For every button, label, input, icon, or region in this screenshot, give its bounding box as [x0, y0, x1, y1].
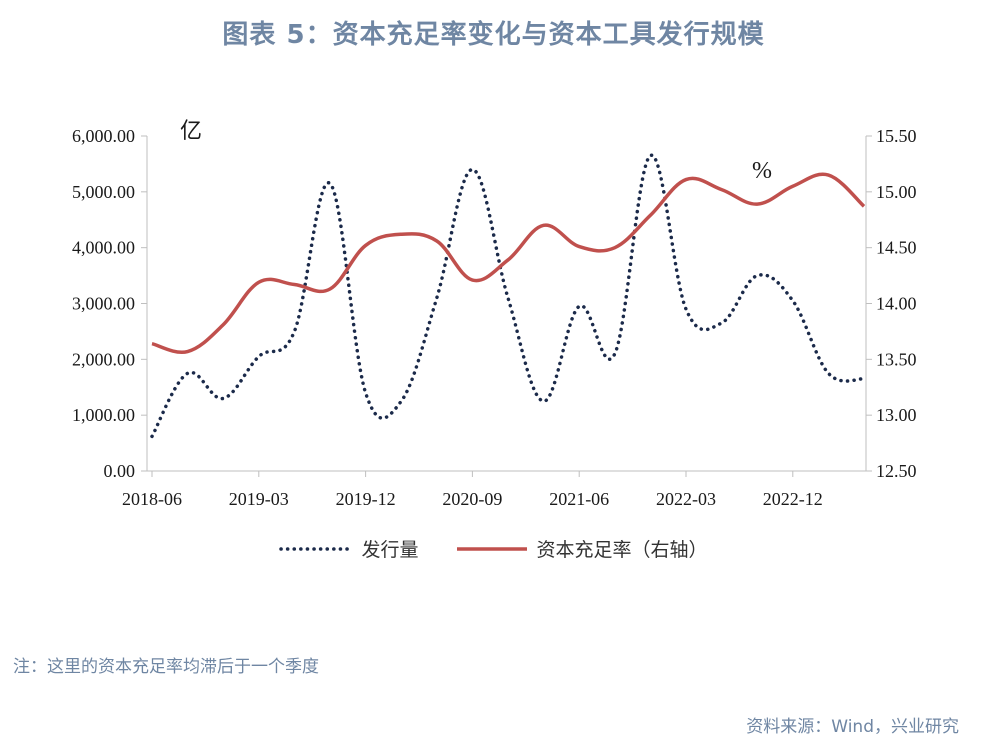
right-tick-label: 13.50: [876, 349, 917, 369]
legend-label-car: 资本充足率（右轴）: [536, 539, 708, 561]
legend-label-issuance: 发行量: [361, 539, 419, 561]
x-tick-label: 2020-09: [442, 489, 502, 509]
source-text: 资料来源：Wind，兴业研究: [746, 717, 959, 737]
x-tick-label: 2019-12: [336, 489, 396, 509]
left-tick-label: 1,000.00: [72, 405, 135, 425]
left-tick-label: 0.00: [104, 461, 136, 481]
legend-dotted-line-icon: [279, 546, 354, 551]
right-tick-label: 13.00: [876, 405, 917, 425]
legend: 发行量 资本充足率（右轴）: [0, 535, 987, 562]
right-unit-label: %: [752, 158, 772, 184]
series-line-capital-adequacy: [151, 172, 866, 354]
left-unit-label: 亿: [180, 119, 202, 144]
right-tick-label: 12.50: [876, 461, 917, 481]
right-tick-label: 15.50: [876, 126, 917, 146]
x-tick-label: 2018-06: [122, 489, 182, 509]
left-tick-label: 5,000.00: [72, 182, 135, 202]
right-tick-label: 15.00: [876, 182, 917, 202]
left-tick-label: 3,000.00: [72, 294, 135, 314]
x-tick-label: 2022-12: [763, 489, 823, 509]
x-tick-label: 2019-03: [229, 489, 289, 509]
legend-item-car: 资本充足率（右轴）: [455, 535, 708, 562]
right-tick-label: 14.50: [876, 238, 917, 258]
left-tick-label: 4,000.00: [72, 238, 135, 258]
x-tick-label: 2021-06: [549, 489, 609, 509]
chart-title: 图表 5：资本充足率变化与资本工具发行规模: [222, 20, 765, 50]
legend-item-issuance: 发行量: [279, 535, 419, 562]
left-tick-label: 6,000.00: [72, 126, 135, 146]
series-line-issuance: [150, 153, 866, 439]
chart-canvas: 0.00 1,000.00 2,000.00 3,000.00 4,000.00 5,00…: [72, 119, 917, 509]
footnote: 注：这里的资本充足率均滞后于一个季度: [13, 657, 319, 677]
x-tick-label: 2022-03: [656, 489, 716, 509]
right-tick-label: 14.00: [876, 294, 917, 314]
legend-solid-line-icon: [456, 546, 527, 551]
left-tick-label: 2,000.00: [72, 349, 135, 369]
